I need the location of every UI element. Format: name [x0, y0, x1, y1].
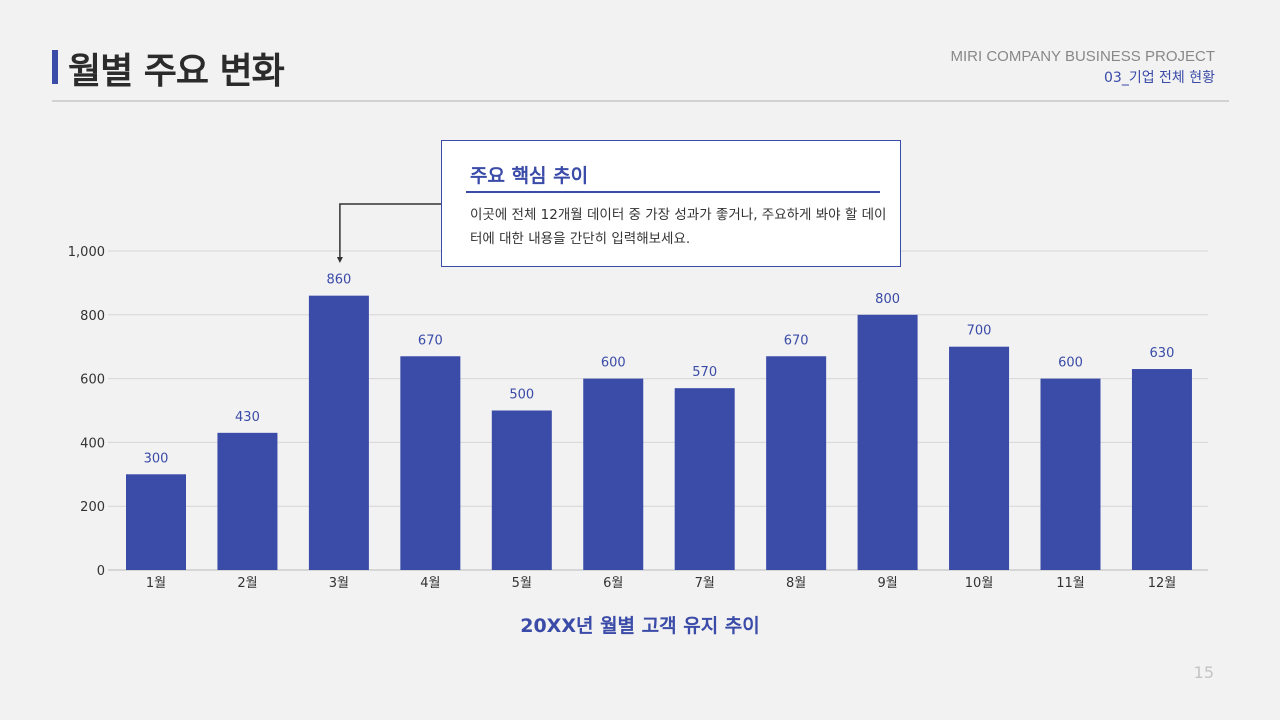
callout-title: 주요 핵심 추이: [470, 165, 589, 187]
bar: [491, 410, 552, 570]
callout-divider: [466, 191, 880, 193]
y-tick-label: 400: [80, 436, 105, 451]
x-tick-label: 8월: [786, 576, 806, 591]
data-label: 670: [418, 333, 443, 348]
bar: [766, 356, 827, 570]
callout-connector: [339, 203, 441, 258]
x-tick-label: 1월: [146, 576, 166, 591]
x-tick-label: 6월: [603, 576, 623, 591]
company-name: MIRI COMPANY BUSINESS PROJECT: [950, 48, 1216, 65]
title-accent-bar: [52, 50, 58, 84]
x-tick-label: 4월: [420, 576, 440, 591]
y-tick-label: 1,000: [68, 245, 105, 260]
y-tick-label: 0: [97, 564, 105, 579]
data-label: 600: [601, 356, 626, 371]
page-number: 15: [1193, 663, 1214, 682]
data-label: 300: [144, 451, 169, 466]
callout-box: 주요 핵심 추이 이곳에 전체 12개월 데이터 중 가장 성과가 좋거나, 주…: [441, 140, 901, 267]
bar: [400, 356, 461, 570]
section-label: 03_기업 전체 현황: [1104, 70, 1215, 86]
y-tick-label: 800: [80, 309, 105, 324]
bar: [126, 474, 186, 570]
header-divider: [52, 100, 1229, 102]
data-label: 800: [875, 292, 900, 307]
data-label: 500: [509, 388, 534, 403]
y-tick-label: 200: [80, 500, 105, 515]
y-tick-label: 600: [80, 373, 105, 388]
x-tick-label: 11월: [1056, 576, 1085, 591]
x-tick-label: 2월: [237, 576, 257, 591]
bar: [674, 388, 735, 570]
bar: [1040, 378, 1101, 570]
arrow-head-icon: [336, 257, 343, 263]
callout-body: 이곳에 전체 12개월 데이터 중 가장 성과가 좋거나, 주요하게 봐야 할 …: [470, 207, 887, 247]
chart-title: 20XX년 월별 고객 유지 추이: [520, 615, 760, 637]
x-tick-label: 5월: [512, 576, 532, 591]
bar: [308, 295, 369, 570]
data-label: 670: [784, 333, 809, 348]
bar: [583, 378, 644, 570]
data-label: 860: [326, 273, 351, 288]
data-label: 600: [1058, 356, 1083, 371]
data-label: 700: [967, 324, 992, 339]
bar: [857, 314, 918, 570]
data-label: 630: [1150, 346, 1175, 361]
page-title: 월별 주요 변화: [68, 51, 285, 92]
bar: [949, 346, 1010, 570]
x-tick-label: 9월: [877, 576, 897, 591]
data-label: 430: [235, 410, 260, 425]
x-tick-label: 12월: [1148, 576, 1177, 591]
x-tick-label: 10월: [965, 576, 994, 591]
x-tick-label: 7월: [695, 576, 715, 591]
data-label: 570: [692, 365, 717, 380]
bar: [217, 432, 278, 570]
bar: [1131, 369, 1192, 570]
x-tick-label: 3월: [329, 576, 349, 591]
